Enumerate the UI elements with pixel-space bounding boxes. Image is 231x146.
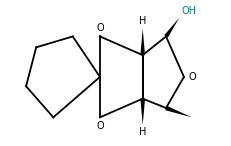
Polygon shape [165, 106, 192, 117]
Text: H: H [139, 16, 146, 26]
Text: OH: OH [182, 6, 197, 16]
Polygon shape [164, 18, 179, 38]
Polygon shape [140, 99, 145, 125]
Text: H: H [139, 127, 146, 137]
Text: O: O [96, 121, 104, 131]
Text: O: O [188, 72, 196, 82]
Text: O: O [96, 23, 104, 33]
Polygon shape [140, 29, 145, 55]
